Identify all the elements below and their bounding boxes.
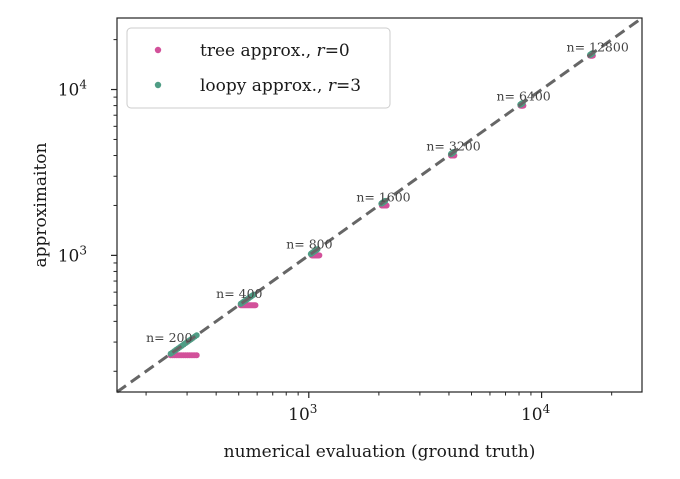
x-tick-label: 103 [288,402,317,425]
legend-box [126,27,391,109]
data-point [316,252,323,259]
annotation-n-6400: n= 6400 [496,88,550,103]
data-point [250,291,257,298]
data-point [252,302,259,309]
y-tick-label: 103 [58,243,87,266]
x-axis-label: numerical evaluation (ground truth) [224,442,536,462]
cluster-tree-n200 [167,352,200,359]
annotation-n-400: n= 400 [216,286,262,301]
y-tick-label: 104 [58,78,88,101]
y-axis-label: approximaiton [31,142,51,267]
annotation-n-200: n= 200 [146,330,192,345]
data-point [193,352,200,359]
x-tick-label: 104 [521,402,551,425]
annotation-n-800: n= 800 [286,237,332,252]
axis-ticks: 103 103 104 104 [58,39,613,425]
annotation-n-1600: n= 1600 [356,189,410,204]
annotation-n-3200: n= 3200 [426,138,480,153]
reference-line [116,16,643,394]
legend-entry-tree: tree approx., r=0 [200,41,350,61]
cluster-annotations: n= 200 n= 400 n= 800 n= 1600 n= 3200 n= 6400 n… [146,39,629,345]
data-points [167,50,596,359]
legend-entry-loopy: loopy approx., r=3 [200,76,361,96]
legend-marker-loopy [154,81,162,89]
legend-marker-tree [154,46,162,54]
legend: tree approx., r=0 loopy approx., r=3 [126,27,391,109]
annotation-n-12800: n= 12800 [567,39,629,54]
